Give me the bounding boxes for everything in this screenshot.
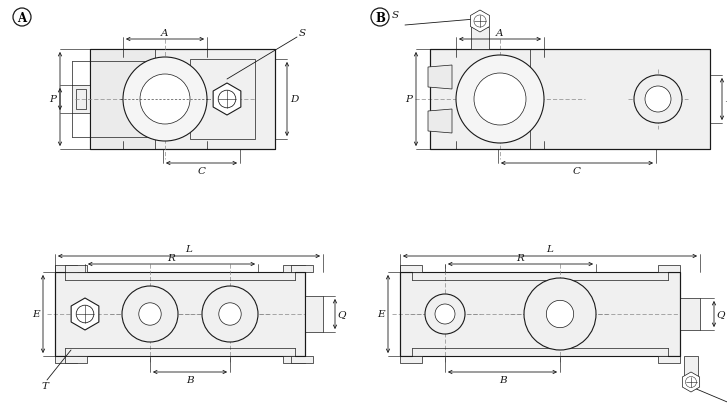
Circle shape <box>524 278 596 350</box>
Text: A: A <box>161 28 169 38</box>
Bar <box>283 266 305 272</box>
Text: C: C <box>198 167 206 176</box>
Bar <box>658 266 680 272</box>
Circle shape <box>474 74 526 126</box>
Circle shape <box>546 301 574 328</box>
Text: L: L <box>547 245 553 254</box>
Text: S: S <box>391 12 398 21</box>
Text: C: C <box>573 167 581 176</box>
Text: D: D <box>290 95 298 104</box>
Bar <box>305 296 323 332</box>
Text: T: T <box>41 382 49 391</box>
Polygon shape <box>71 298 99 330</box>
Bar <box>400 272 680 356</box>
Polygon shape <box>683 372 699 392</box>
Circle shape <box>435 304 455 324</box>
Bar <box>283 356 305 363</box>
Text: B: B <box>375 12 385 24</box>
Bar <box>55 266 77 272</box>
Circle shape <box>76 306 94 323</box>
Bar <box>55 272 305 356</box>
Text: S: S <box>299 29 305 38</box>
Circle shape <box>218 91 236 109</box>
Text: Q: Q <box>338 310 346 319</box>
Circle shape <box>456 56 544 144</box>
Bar <box>90 50 155 150</box>
Circle shape <box>686 377 696 387</box>
Text: Q: Q <box>717 310 726 319</box>
Bar <box>400 356 422 363</box>
Text: P: P <box>406 95 412 104</box>
Bar <box>680 298 700 330</box>
Bar <box>291 356 313 363</box>
Circle shape <box>123 58 207 142</box>
Text: R: R <box>167 254 175 263</box>
Circle shape <box>645 87 671 113</box>
Text: A: A <box>497 28 504 38</box>
Text: B: B <box>499 375 506 385</box>
Bar <box>76 90 86 110</box>
Bar <box>90 50 275 150</box>
Text: L: L <box>185 245 193 254</box>
Bar <box>65 266 87 272</box>
Polygon shape <box>428 66 452 90</box>
Text: E: E <box>32 310 40 319</box>
Bar <box>65 356 87 363</box>
Circle shape <box>474 16 486 28</box>
Circle shape <box>139 303 161 325</box>
Bar <box>72 86 90 114</box>
Circle shape <box>425 294 465 334</box>
Circle shape <box>634 76 682 124</box>
Bar <box>658 356 680 363</box>
Bar <box>291 266 313 272</box>
Circle shape <box>140 75 190 125</box>
Text: P: P <box>49 95 57 104</box>
Polygon shape <box>213 84 241 116</box>
Text: D: D <box>725 95 727 104</box>
Circle shape <box>219 303 241 325</box>
Polygon shape <box>470 11 489 33</box>
Bar <box>190 60 255 140</box>
Circle shape <box>122 286 178 342</box>
Bar <box>430 50 710 150</box>
Circle shape <box>13 9 31 27</box>
Text: R: R <box>517 254 524 263</box>
Bar <box>471 28 489 50</box>
Text: E: E <box>377 310 385 319</box>
Circle shape <box>371 9 389 27</box>
Bar <box>684 356 698 376</box>
Text: B: B <box>186 375 194 385</box>
Bar <box>55 356 77 363</box>
Polygon shape <box>428 110 452 134</box>
Bar <box>400 266 422 272</box>
Circle shape <box>202 286 258 342</box>
Text: A: A <box>17 12 27 24</box>
